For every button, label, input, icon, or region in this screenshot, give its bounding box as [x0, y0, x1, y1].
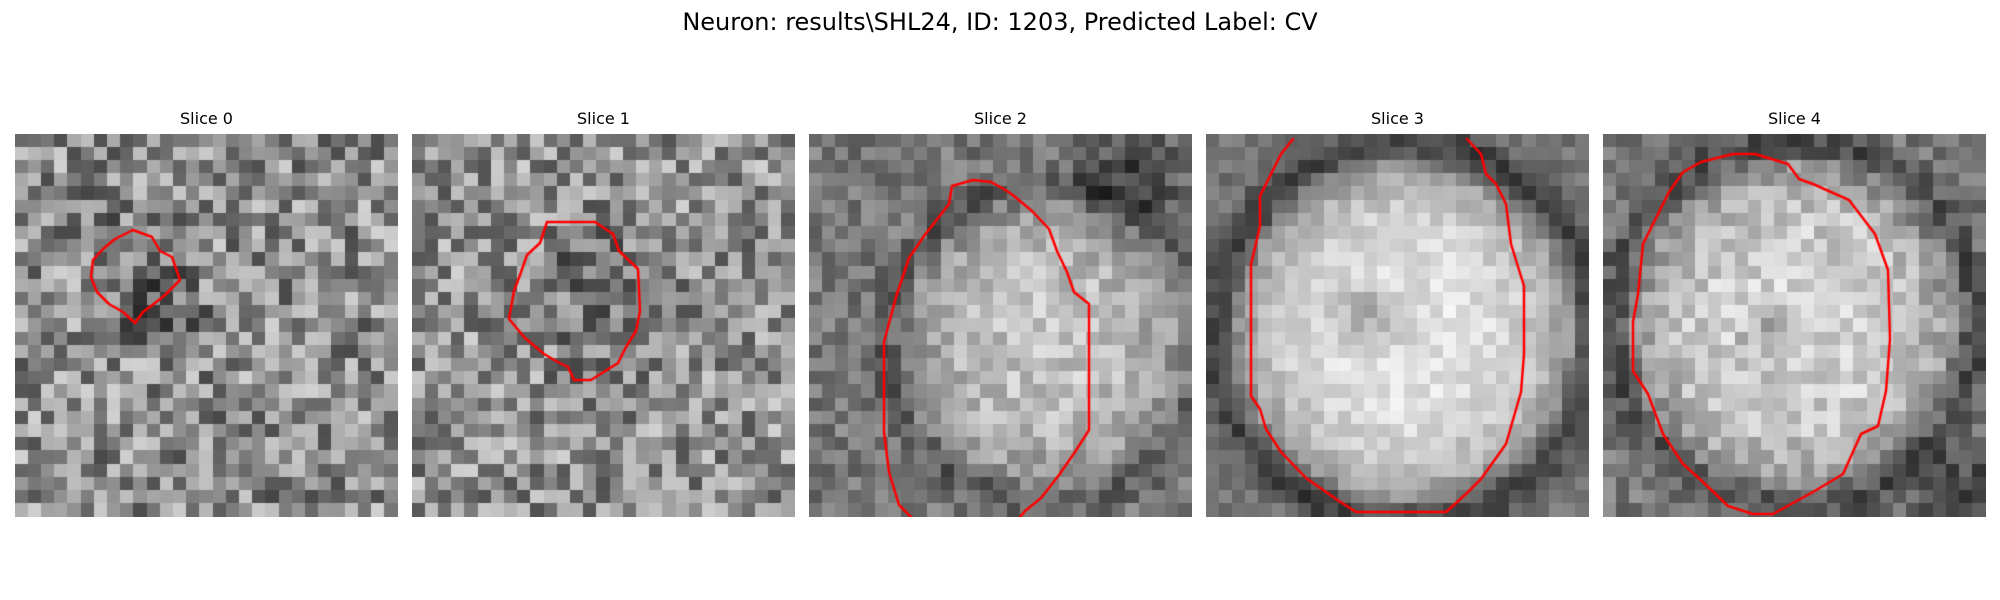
panel-title-slice-4: Slice 4 — [1768, 109, 1821, 128]
panel-slice-0: Slice 0 — [15, 108, 398, 520]
panel-slice-1: Slice 1 — [412, 108, 795, 520]
image-slice-1 — [412, 134, 795, 517]
figure-title: Neuron: results\SHL24, ID: 1203, Predict… — [682, 8, 1318, 36]
panel-slice-2: Slice 2 — [809, 108, 1192, 520]
panel-title-slice-0: Slice 0 — [180, 109, 233, 128]
panel-slice-4: Slice 4 — [1603, 108, 1986, 520]
image-slice-4 — [1603, 134, 1986, 517]
panel-title-slice-2: Slice 2 — [974, 109, 1027, 128]
panel-title-slice-3: Slice 3 — [1371, 109, 1424, 128]
image-slice-0 — [15, 134, 398, 517]
panel-title-slice-1: Slice 1 — [577, 109, 630, 128]
panel-slice-3: Slice 3 — [1206, 108, 1589, 520]
image-slice-2 — [809, 134, 1192, 517]
image-slice-3 — [1206, 134, 1589, 517]
